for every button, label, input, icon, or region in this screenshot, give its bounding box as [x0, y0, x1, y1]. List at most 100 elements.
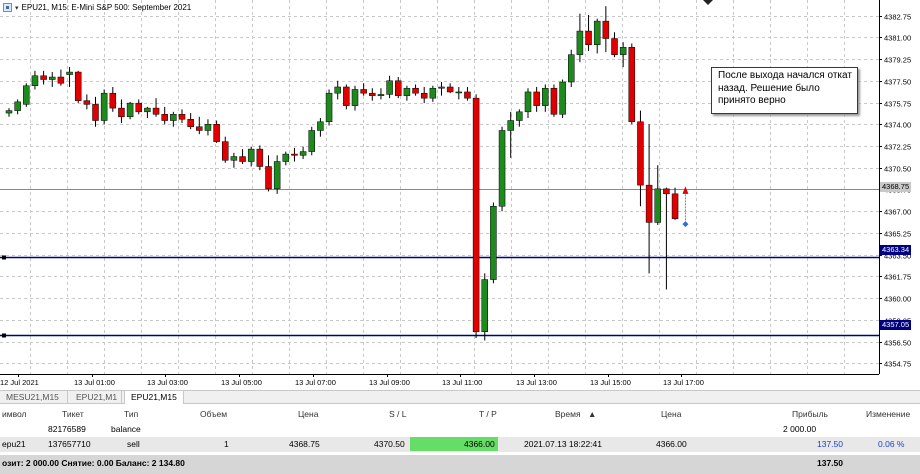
- annotation-text-box[interactable]: После выхода начался откат назад. Решени…: [711, 67, 858, 114]
- candle-body: [628, 46, 636, 123]
- y-tick-label: 4365.25: [884, 230, 911, 239]
- tab-epu21-m1[interactable]: EPU21,M1: [70, 391, 122, 404]
- shift-marker-icon: [703, 0, 713, 5]
- cell-change: 0.06 %: [878, 439, 905, 449]
- candle-body: [369, 92, 376, 96]
- cell-ticket: 137657710: [48, 439, 91, 449]
- level-anchor-handle: [2, 255, 6, 260]
- x-tick-label: 13 Jul 07:00: [295, 378, 336, 387]
- candle-body: [377, 94, 385, 96]
- candle-body: [213, 124, 220, 142]
- candle-body: [343, 86, 350, 106]
- current-price-label: 4368.75: [880, 182, 912, 192]
- tp-highlight: [410, 437, 498, 451]
- candle-body: [135, 102, 142, 113]
- cell-time: 2021.07.13 18:22:41: [524, 439, 602, 449]
- column-header-volume[interactable]: Объем: [200, 409, 228, 419]
- dropdown-icon[interactable]: ▾: [15, 4, 19, 12]
- candle-body: [593, 20, 601, 45]
- candle-body: [204, 124, 212, 131]
- cell-current-price: 4366.00: [656, 439, 687, 449]
- candle-body: [187, 119, 194, 127]
- table-row-balance[interactable]: 82176589 balance 2 000.00: [0, 422, 920, 437]
- candle-body: [126, 102, 134, 118]
- candle-body: [92, 104, 99, 121]
- candle-body: [671, 193, 679, 219]
- column-header-time[interactable]: Время: [555, 409, 581, 419]
- y-tick-label: 4370.50: [884, 165, 911, 174]
- x-tick-label: 13 Jul 13:00: [516, 378, 557, 387]
- tab-epu21-m15[interactable]: EPU21,M15: [124, 391, 184, 404]
- candle-body: [31, 75, 39, 86]
- cell-symbol: epu21: [2, 439, 26, 449]
- x-tick-label: 13 Jul 05:00: [221, 378, 262, 387]
- candle-body: [550, 87, 558, 115]
- candle-body: [170, 114, 177, 121]
- candle-body: [403, 87, 411, 96]
- price-chart[interactable]: 4382.75 4381.00 4379.25 4377.50 4375.75 4374.…: [0, 0, 920, 390]
- column-header-change[interactable]: Изменение: [866, 409, 911, 419]
- candle-body: [498, 130, 506, 207]
- candle-body: [507, 120, 514, 131]
- cell-tp[interactable]: 4366.00: [464, 439, 495, 449]
- candle-body: [360, 89, 367, 94]
- candle-body: [438, 86, 445, 89]
- candle-body: [40, 75, 47, 80]
- y-tick-label: 4375.75: [884, 100, 911, 109]
- candle-body: [325, 92, 333, 123]
- candle-body: [49, 76, 56, 80]
- candle-body: [637, 121, 644, 186]
- candle-body: [265, 166, 272, 190]
- x-tick-label: 13 Jul 11:00: [442, 378, 482, 387]
- candle-body: [464, 91, 471, 99]
- cell-type: balance: [111, 424, 141, 434]
- balance-summary: озит: 2 000.00 Снятие: 0.00 Баланс: 2 13…: [2, 458, 185, 468]
- table-row-position[interactable]: epu21 137657710 sell 1 4368.75 4370.50 4…: [0, 437, 920, 452]
- candle-body: [109, 92, 117, 109]
- chart-title-bar: ▾ EPU21, M15: E-Mini S&P 500: September …: [3, 3, 191, 12]
- candle-body: [585, 30, 592, 45]
- terminal-panel: MESU21,M15 EPU21,M1 EPU21,M15 имвол Тике…: [0, 390, 920, 474]
- column-header-current-price[interactable]: Цена: [661, 409, 682, 419]
- column-header-type[interactable]: Тип: [124, 409, 139, 419]
- candle-body: [100, 92, 108, 121]
- x-tick-label: 13 Jul 01:00: [74, 378, 115, 387]
- candle-body: [611, 38, 618, 55]
- candle-body: [83, 100, 91, 105]
- candle-body: [66, 71, 73, 75]
- x-tick-label: 12 Jul 2021: [0, 378, 39, 387]
- column-header-price[interactable]: Цена: [298, 409, 319, 419]
- trade-table: имвол Тикет Тип Объем Цена S / L T / P В…: [0, 407, 920, 452]
- y-tick-label: 4377.50: [884, 78, 911, 87]
- candle-body: [282, 153, 290, 162]
- candle-body: [152, 107, 160, 115]
- candle-body: [196, 126, 203, 131]
- candle-body: [663, 188, 670, 195]
- column-header-symbol[interactable]: имвол: [2, 409, 27, 419]
- candle-body: [654, 188, 661, 223]
- sell-entry-arrow-icon: [682, 186, 689, 194]
- cell-profit: 137.50: [817, 439, 843, 449]
- chart-canvas[interactable]: 4382.75 4381.00 4379.25 4377.50 4375.75 4374.…: [0, 0, 920, 390]
- candle-body: [542, 87, 549, 106]
- candle-body: [273, 161, 281, 190]
- x-tick-label: 13 Jul 17:00: [663, 378, 704, 387]
- column-header-sl[interactable]: S / L: [389, 409, 407, 419]
- column-header-tp[interactable]: T / P: [479, 409, 497, 419]
- y-tick-label: 4374.00: [884, 121, 911, 130]
- candle-body: [645, 184, 653, 223]
- y-tick-label: 4379.25: [884, 56, 911, 65]
- table-header: имвол Тикет Тип Объем Цена S / L T / P В…: [0, 407, 920, 422]
- candle-body: [490, 206, 497, 280]
- candle-body: [230, 156, 238, 161]
- candle-body: [412, 87, 419, 94]
- column-header-profit[interactable]: Прибыль: [792, 409, 828, 419]
- column-header-ticket[interactable]: Тикет: [62, 409, 84, 419]
- y-tick-label: 4354.75: [884, 360, 911, 369]
- tab-mesu21-m15[interactable]: MESU21,M15: [0, 391, 68, 404]
- y-tick-label: 4361.75: [884, 273, 911, 282]
- candle-body: [395, 80, 402, 96]
- chart-tabs: MESU21,M15 EPU21,M1 EPU21,M15: [0, 390, 920, 404]
- cell-sl[interactable]: 4370.50: [374, 439, 405, 449]
- chart-window-icon[interactable]: [3, 3, 12, 12]
